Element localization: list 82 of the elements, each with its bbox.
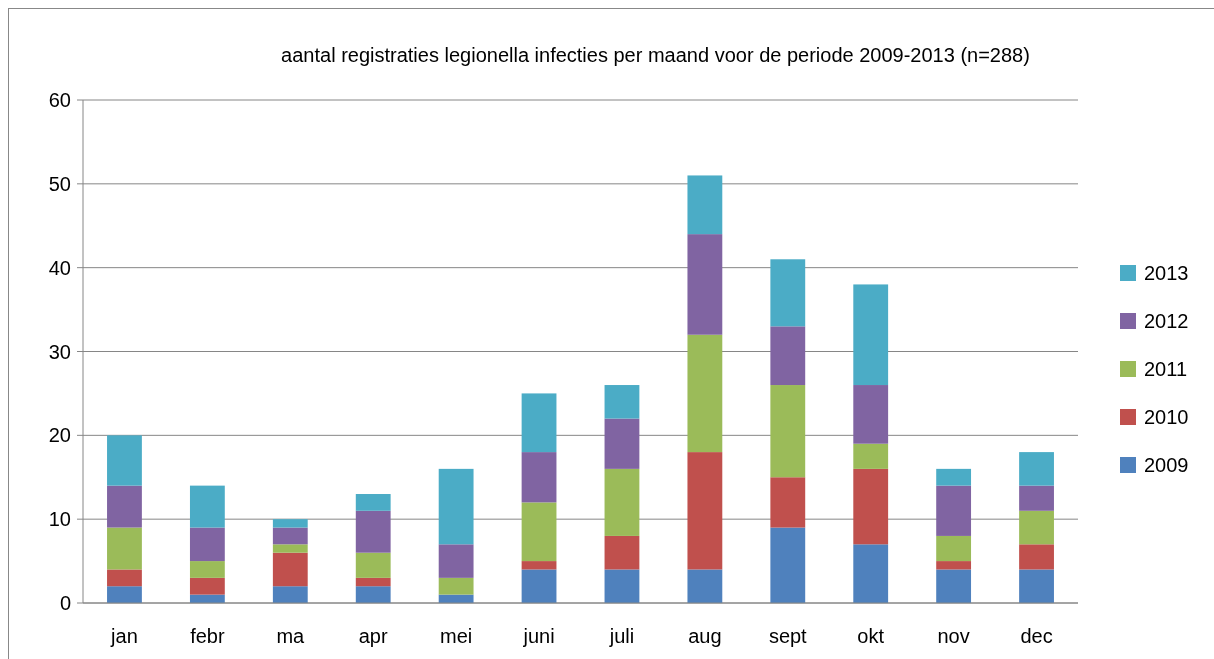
y-tick-label: 10 — [48, 508, 71, 531]
bar — [355, 552, 391, 578]
bar — [936, 535, 972, 562]
bar — [687, 175, 723, 235]
bar — [936, 468, 972, 486]
bar — [687, 234, 723, 335]
bar — [355, 494, 391, 511]
bar — [853, 544, 889, 603]
bar — [604, 569, 640, 603]
bar — [189, 577, 225, 595]
bar — [107, 485, 142, 528]
bar — [853, 385, 889, 444]
x-tick-label: nov — [937, 625, 970, 647]
x-tick-label: juni — [522, 625, 555, 647]
bar — [107, 569, 142, 587]
bar — [1019, 544, 1054, 570]
bar — [604, 418, 640, 469]
bar — [272, 552, 308, 587]
bar — [1019, 485, 1054, 511]
legend-label: 2009 — [1144, 454, 1189, 476]
bar — [438, 468, 474, 545]
y-tick-label: 50 — [48, 172, 71, 195]
legend-label: 2013 — [1144, 262, 1189, 284]
bar — [1019, 510, 1054, 545]
x-tick-label: juli — [608, 625, 635, 647]
legend-label: 2012 — [1144, 310, 1189, 332]
x-tick-label: mei — [440, 625, 473, 647]
bar — [107, 435, 142, 486]
bar — [438, 544, 474, 578]
bar — [521, 561, 557, 570]
bar — [272, 586, 308, 603]
x-tick-label: sept — [768, 625, 808, 647]
bar — [355, 510, 391, 553]
bar — [521, 502, 557, 562]
bar — [604, 468, 640, 536]
bar — [438, 577, 474, 595]
bar — [1019, 452, 1054, 486]
y-tick-label: 0 — [59, 592, 71, 614]
bar — [189, 561, 225, 578]
bar — [687, 334, 723, 453]
bar — [687, 452, 723, 570]
bar — [272, 544, 308, 553]
x-tick-label: aug — [688, 625, 722, 647]
bar — [355, 586, 391, 603]
x-tick-label: apr — [358, 625, 388, 647]
x-tick-label: febr — [190, 625, 225, 647]
x-tick-label: okt — [857, 625, 885, 647]
bar — [853, 284, 889, 386]
bar — [936, 561, 972, 570]
bar — [770, 477, 806, 528]
chart-title: aantal registraties legionella infecties per maand voor de periode 2009-2013 (n=288) — [281, 44, 1030, 66]
bar — [521, 452, 557, 503]
bar — [107, 586, 142, 603]
legend-label: 2011 — [1144, 358, 1188, 380]
bar — [189, 527, 225, 562]
y-tick-label: 30 — [48, 340, 71, 363]
bar — [1019, 569, 1054, 603]
bar — [770, 527, 806, 603]
x-tick-label: dec — [1020, 625, 1053, 647]
bar — [687, 569, 723, 603]
bar — [521, 569, 557, 603]
bar — [936, 569, 972, 603]
y-tick-label: 40 — [48, 256, 71, 279]
bar — [521, 393, 557, 453]
y-tick-label: 20 — [48, 424, 71, 447]
bar — [853, 468, 889, 545]
bar — [604, 385, 640, 419]
legend-label: 2010 — [1144, 406, 1189, 428]
bar — [770, 259, 806, 327]
bar — [770, 326, 806, 386]
x-tick-label: ma — [276, 625, 306, 647]
y-tick-label: 60 — [48, 89, 71, 111]
x-tick-label: jan — [110, 625, 138, 647]
bar — [272, 527, 308, 545]
bar — [853, 443, 889, 469]
bar — [936, 485, 972, 536]
bar — [272, 519, 308, 528]
bar — [604, 535, 640, 570]
bar — [189, 485, 225, 528]
bar — [355, 577, 391, 587]
bar — [770, 385, 806, 478]
bar — [107, 527, 142, 570]
